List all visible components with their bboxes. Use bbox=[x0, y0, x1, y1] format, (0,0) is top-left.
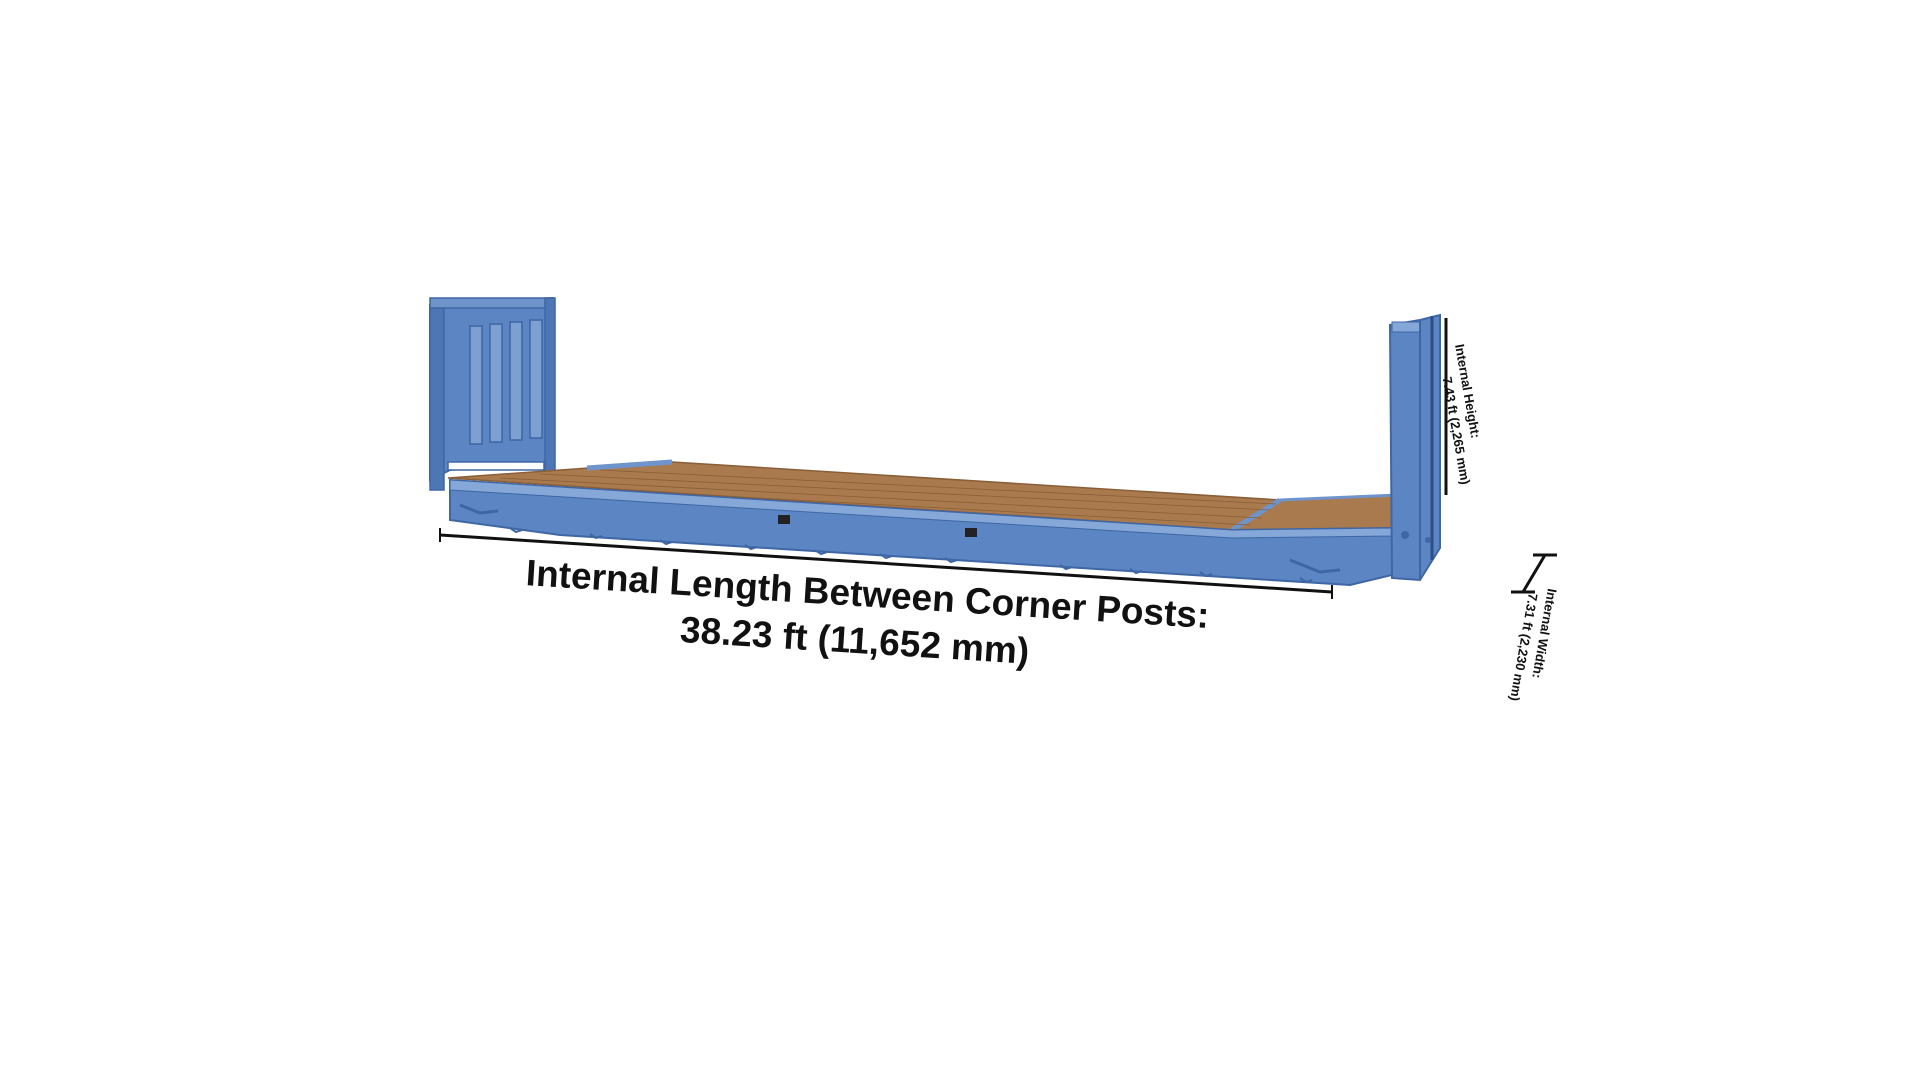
container-floor bbox=[447, 459, 1422, 533]
right-end-wall bbox=[1388, 313, 1441, 582]
flat-rack-container bbox=[429, 296, 1441, 587]
width-dimension-line bbox=[1521, 554, 1547, 593]
side-rail bbox=[449, 478, 1393, 587]
width-dimension: Internal Width: 7.31 ft (2,230 mm) bbox=[1507, 553, 1560, 702]
length-dimension-line bbox=[439, 533, 1333, 594]
height-dimension: Internal Height: 7.43 ft (2,265 mm) bbox=[1440, 318, 1483, 495]
left-end-wall bbox=[429, 296, 556, 491]
